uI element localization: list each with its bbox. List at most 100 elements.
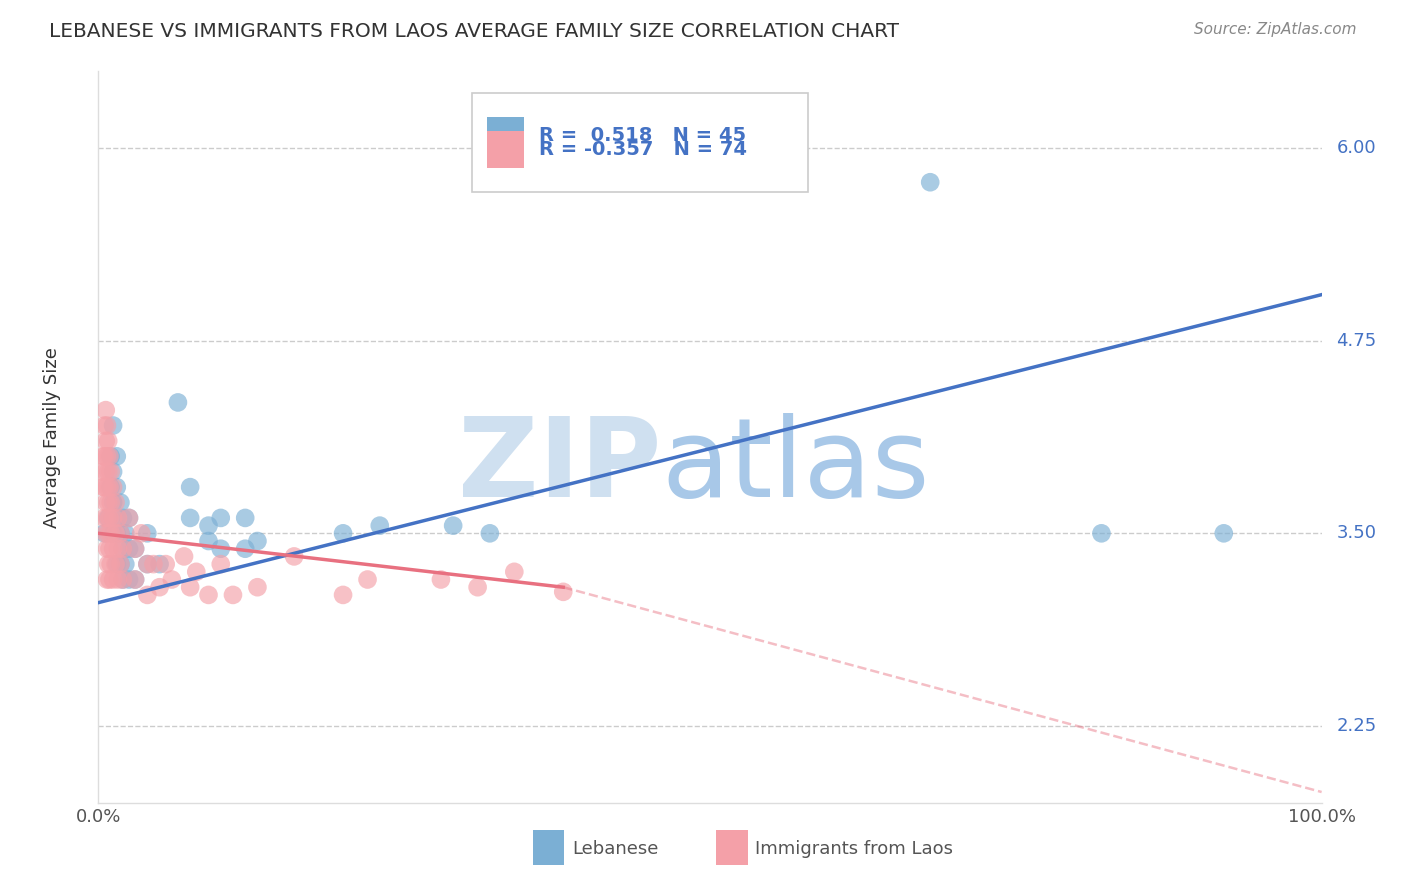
Point [124, 573, 146, 587]
Point [98, 511, 121, 525]
Point [149, 557, 172, 571]
Point [93, 450, 115, 464]
Point [98, 541, 121, 556]
Point [98, 573, 121, 587]
Point [94, 434, 117, 448]
Text: Source: ZipAtlas.com: Source: ZipAtlas.com [1194, 22, 1357, 37]
Point [118, 541, 141, 556]
Point [96, 450, 118, 464]
Bar [488, 131, 524, 168]
Point [142, 557, 165, 571]
Point [105, 557, 128, 571]
Point [91, 465, 114, 479]
Point [94, 495, 117, 509]
Point [105, 450, 128, 464]
Point [920, 175, 942, 189]
Point [107, 573, 129, 587]
Point [93, 511, 115, 525]
Point [101, 541, 124, 556]
Point [124, 573, 146, 587]
Point [197, 534, 219, 549]
Point [104, 557, 127, 571]
Point [118, 511, 141, 525]
Text: R = -0.357   N = 74: R = -0.357 N = 74 [538, 140, 747, 159]
Point [167, 395, 190, 409]
Point [124, 541, 146, 556]
Point [100, 495, 122, 509]
Text: 3.50: 3.50 [1336, 524, 1376, 542]
Text: Immigrants from Laos: Immigrants from Laos [755, 840, 953, 858]
Point [233, 541, 256, 556]
Text: 4.75: 4.75 [1336, 332, 1376, 350]
Point [1212, 526, 1234, 541]
Text: ZIP: ZIP [458, 413, 661, 520]
Point [467, 580, 489, 594]
Point [105, 526, 128, 541]
Point [114, 557, 136, 571]
Point [96, 511, 118, 525]
Point [136, 588, 159, 602]
Point [129, 526, 152, 541]
Point [101, 526, 124, 541]
Point [91, 480, 114, 494]
Point [94, 403, 117, 417]
Point [233, 511, 256, 525]
Point [179, 580, 201, 594]
Point [96, 418, 118, 433]
Text: R =  0.518   N = 45: R = 0.518 N = 45 [538, 127, 747, 145]
Point [111, 541, 134, 556]
Text: Lebanese: Lebanese [572, 840, 658, 858]
Point [118, 573, 141, 587]
Text: 6.00: 6.00 [1336, 139, 1376, 157]
Point [100, 450, 122, 464]
Point [179, 511, 201, 525]
Point [356, 573, 378, 587]
Point [149, 580, 172, 594]
Point [368, 518, 391, 533]
Point [94, 465, 117, 479]
Point [503, 565, 526, 579]
Point [93, 418, 115, 433]
Point [136, 557, 159, 571]
Point [101, 511, 124, 525]
Point [441, 518, 464, 533]
Point [173, 549, 195, 564]
Point [332, 526, 354, 541]
Point [105, 511, 128, 525]
Point [553, 584, 575, 599]
Point [209, 511, 232, 525]
Text: 2.25: 2.25 [1336, 717, 1376, 735]
Point [96, 541, 118, 556]
Point [155, 557, 177, 571]
Point [124, 541, 146, 556]
Bar [488, 118, 524, 154]
Point [179, 480, 201, 494]
Point [101, 465, 124, 479]
Point [110, 495, 132, 509]
Point [110, 557, 132, 571]
Point [101, 480, 124, 494]
Bar [533, 830, 564, 865]
Point [94, 526, 117, 541]
Text: atlas: atlas [661, 413, 929, 520]
Point [104, 495, 127, 509]
Point [111, 541, 134, 556]
Point [136, 526, 159, 541]
Point [91, 450, 114, 464]
Point [111, 573, 134, 587]
Point [105, 480, 128, 494]
Point [100, 465, 122, 479]
Point [97, 495, 120, 509]
Point [100, 526, 122, 541]
Point [114, 526, 136, 541]
Point [332, 588, 354, 602]
Point [160, 573, 183, 587]
FancyBboxPatch shape [471, 94, 808, 192]
Point [107, 541, 129, 556]
Point [111, 573, 134, 587]
Point [101, 495, 124, 509]
Point [1090, 526, 1112, 541]
Point [100, 557, 122, 571]
Point [136, 557, 159, 571]
Point [97, 465, 120, 479]
